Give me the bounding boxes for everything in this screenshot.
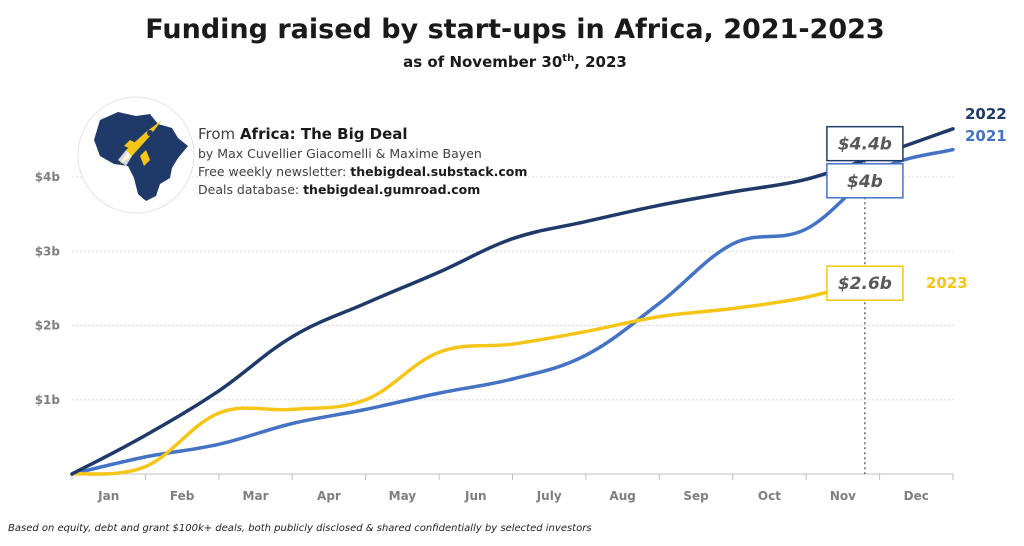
callout-box (826, 163, 904, 199)
series-lines (70, 127, 955, 476)
y-tick-label: $2b (35, 319, 61, 333)
x-tick-label: Oct (758, 489, 781, 503)
logo (77, 96, 195, 214)
x-tick-label: Jan (97, 489, 119, 503)
x-tick-label: May (389, 489, 417, 503)
footnote: Based on equity, debt and grant $100k+ d… (8, 523, 592, 534)
callout-box (826, 265, 904, 301)
x-tick-label: Feb (170, 489, 195, 503)
callout-value: $4.4b (838, 135, 892, 155)
source-database: Deals database: thebigdeal.gumroad.com (198, 182, 480, 197)
series-line-2022 (70, 127, 955, 476)
callout-2021: $4b (826, 163, 904, 199)
x-tick-label: Nov (830, 489, 856, 503)
x-tick-label: Dec (904, 489, 929, 503)
y-axis: $1b $2b $3b $4b (35, 170, 61, 407)
series-line-2021 (70, 147, 955, 476)
series-label-2022: 2022 (965, 105, 1007, 123)
callouts: $4.4b $4b $2.6b (826, 125, 904, 301)
rocket-icon (118, 120, 162, 166)
callout-box (826, 125, 904, 162)
y-tick-label: $3b (35, 244, 61, 258)
series-label-2021: 2021 (965, 127, 1007, 145)
chart-subtitle: as of November 30th, 2023 (403, 53, 627, 71)
y-tick-label: $4b (35, 170, 61, 184)
x-tick-label: Aug (609, 489, 635, 503)
gridlines (72, 176, 953, 401)
series-label-2023: 2023 (926, 274, 968, 292)
callout-2022: $4.4b (826, 125, 904, 162)
x-tick-label: Jun (464, 489, 487, 503)
source-authors: by Max Cuvellier Giacomelli & Maxime Bay… (198, 146, 482, 161)
source-title: From Africa: The Big Deal (198, 125, 408, 143)
chart-title: Funding raised by start-ups in Africa, 2… (145, 14, 884, 45)
x-tick-label: July (536, 489, 562, 503)
source-newsletter: Free weekly newsletter: thebigdeal.subst… (198, 164, 527, 179)
series-line-2023 (70, 279, 867, 476)
x-tick-label: Mar (243, 489, 269, 503)
y-tick-label: $1b (35, 393, 61, 407)
callout-value: $2.6b (838, 274, 892, 294)
x-tick-label: Apr (317, 489, 341, 503)
x-axis: Jan Feb Mar Apr May Jun July Aug Sep Oct Nov Dec (71, 473, 954, 503)
source-block: From Africa: The Big Deal by Max Cuvelli… (198, 125, 527, 197)
callout-value: $4b (847, 172, 883, 192)
series-labels: 2022 2021 2023 (926, 105, 1007, 292)
callout-2023: $2.6b (826, 265, 904, 301)
x-tick-label: Sep (683, 489, 709, 503)
